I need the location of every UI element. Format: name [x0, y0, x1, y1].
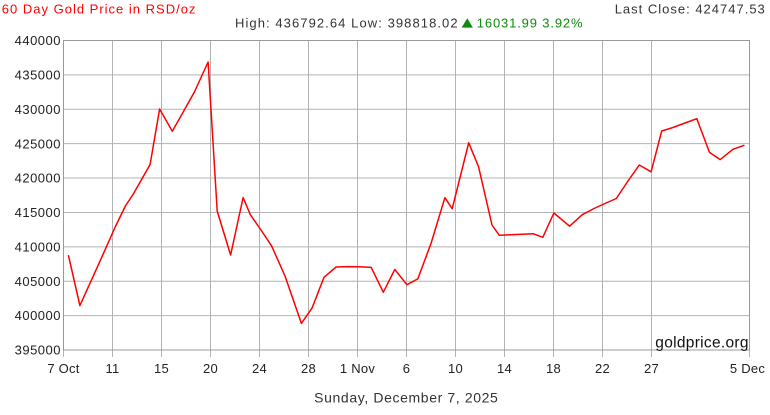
svg-text:60 Day Gold Price in RSD/oz: 60 Day Gold Price in RSD/oz [2, 2, 197, 17]
svg-text:goldprice.org: goldprice.org [655, 334, 749, 351]
svg-text:430000: 430000 [15, 102, 61, 117]
svg-text:5 Dec: 5 Dec [730, 361, 765, 376]
svg-text:28: 28 [301, 361, 316, 376]
svg-text:High: 436792.64 Low: 398818.02: High: 436792.64 Low: 398818.02 [235, 16, 459, 31]
svg-text:6: 6 [403, 361, 410, 376]
svg-text:14: 14 [497, 361, 512, 376]
svg-text:Last Close: 424747.53: Last Close: 424747.53 [615, 2, 766, 17]
svg-text:395000: 395000 [15, 343, 61, 358]
svg-text:440000: 440000 [15, 33, 61, 48]
svg-text:24: 24 [252, 361, 267, 376]
svg-text:1 Nov: 1 Nov [340, 361, 375, 376]
svg-text:22: 22 [595, 361, 610, 376]
svg-text:11: 11 [106, 361, 120, 376]
svg-text:400000: 400000 [15, 308, 61, 323]
svg-text:15: 15 [154, 361, 169, 376]
svg-text:10: 10 [448, 361, 463, 376]
svg-text:Sunday, December 7, 2025: Sunday, December 7, 2025 [314, 390, 498, 406]
svg-text:18: 18 [546, 361, 561, 376]
svg-text:27: 27 [644, 361, 659, 376]
svg-text:405000: 405000 [15, 274, 61, 289]
svg-text:16031.99 3.92%: 16031.99 3.92% [477, 16, 584, 31]
svg-text:410000: 410000 [15, 239, 61, 254]
svg-text:425000: 425000 [15, 136, 61, 151]
svg-text:435000: 435000 [15, 68, 61, 83]
svg-text:7 Oct: 7 Oct [47, 361, 79, 376]
svg-text:20: 20 [203, 361, 218, 376]
svg-text:415000: 415000 [15, 205, 61, 220]
svg-text:420000: 420000 [15, 171, 61, 186]
